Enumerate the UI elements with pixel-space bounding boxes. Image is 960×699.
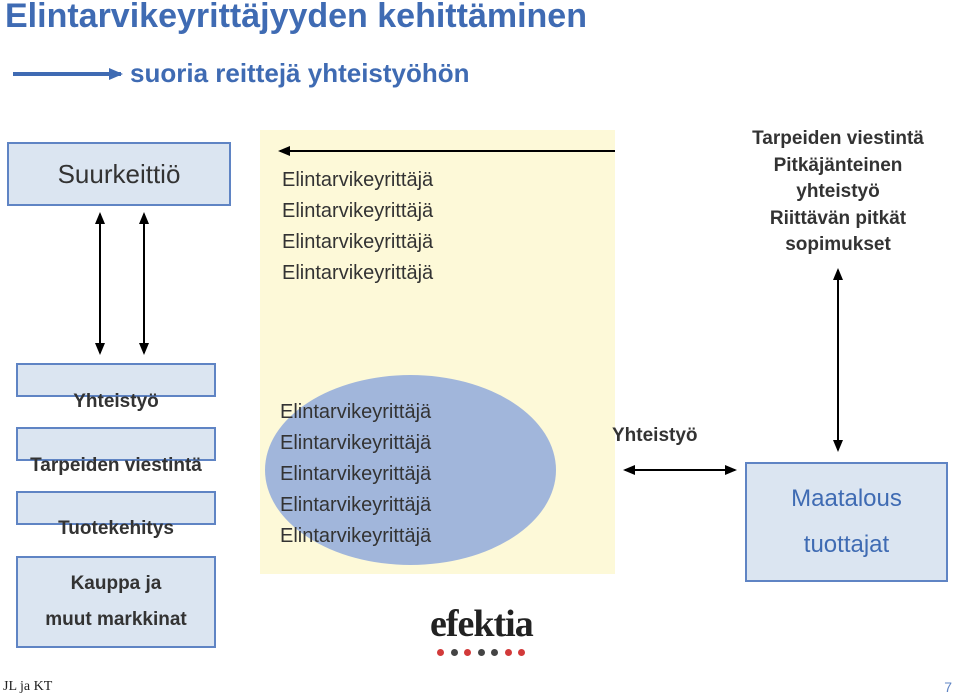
efektia-logo: efektia — [430, 602, 533, 656]
box-maatalous-label: Maatalous tuottajat — [791, 476, 902, 567]
box-kauppa: Kauppa ja muut markkinat — [16, 556, 216, 648]
box-suurkeittio-label: Suurkeittiö — [58, 159, 181, 190]
yhteistyo-connector-label: Yhteistyö — [612, 425, 698, 447]
yellow-group-lines: Elintarvikeyrittäjä Elintarvikeyrittäjä … — [282, 165, 433, 289]
box-maatalous: Maatalous tuottajat — [745, 462, 948, 582]
efektia-logo-text: efektia — [430, 602, 533, 646]
efektia-logo-dots — [437, 649, 525, 656]
left-cluster-notes: Yhteistyö Tarpeiden viestintä Tuotekehit… — [18, 370, 214, 561]
box-kauppa-label: Kauppa ja muut markkinat — [45, 566, 186, 638]
box-suurkeittio: Suurkeittiö — [7, 142, 231, 206]
page-subtitle: suoria reittejä yhteistyöhön — [130, 58, 470, 89]
page-number: 7 — [944, 679, 952, 695]
page-title: Elintarvikeyrittäjyyden kehittäminen — [5, 0, 587, 36]
footer-author: JL ja KT — [3, 679, 52, 695]
ellipse-group-lines: Elintarvikeyrittäjä Elintarvikeyrittäjä … — [280, 397, 431, 552]
right-notes: Tarpeiden viestintä Pitkäjänteinen yhtei… — [728, 126, 948, 259]
